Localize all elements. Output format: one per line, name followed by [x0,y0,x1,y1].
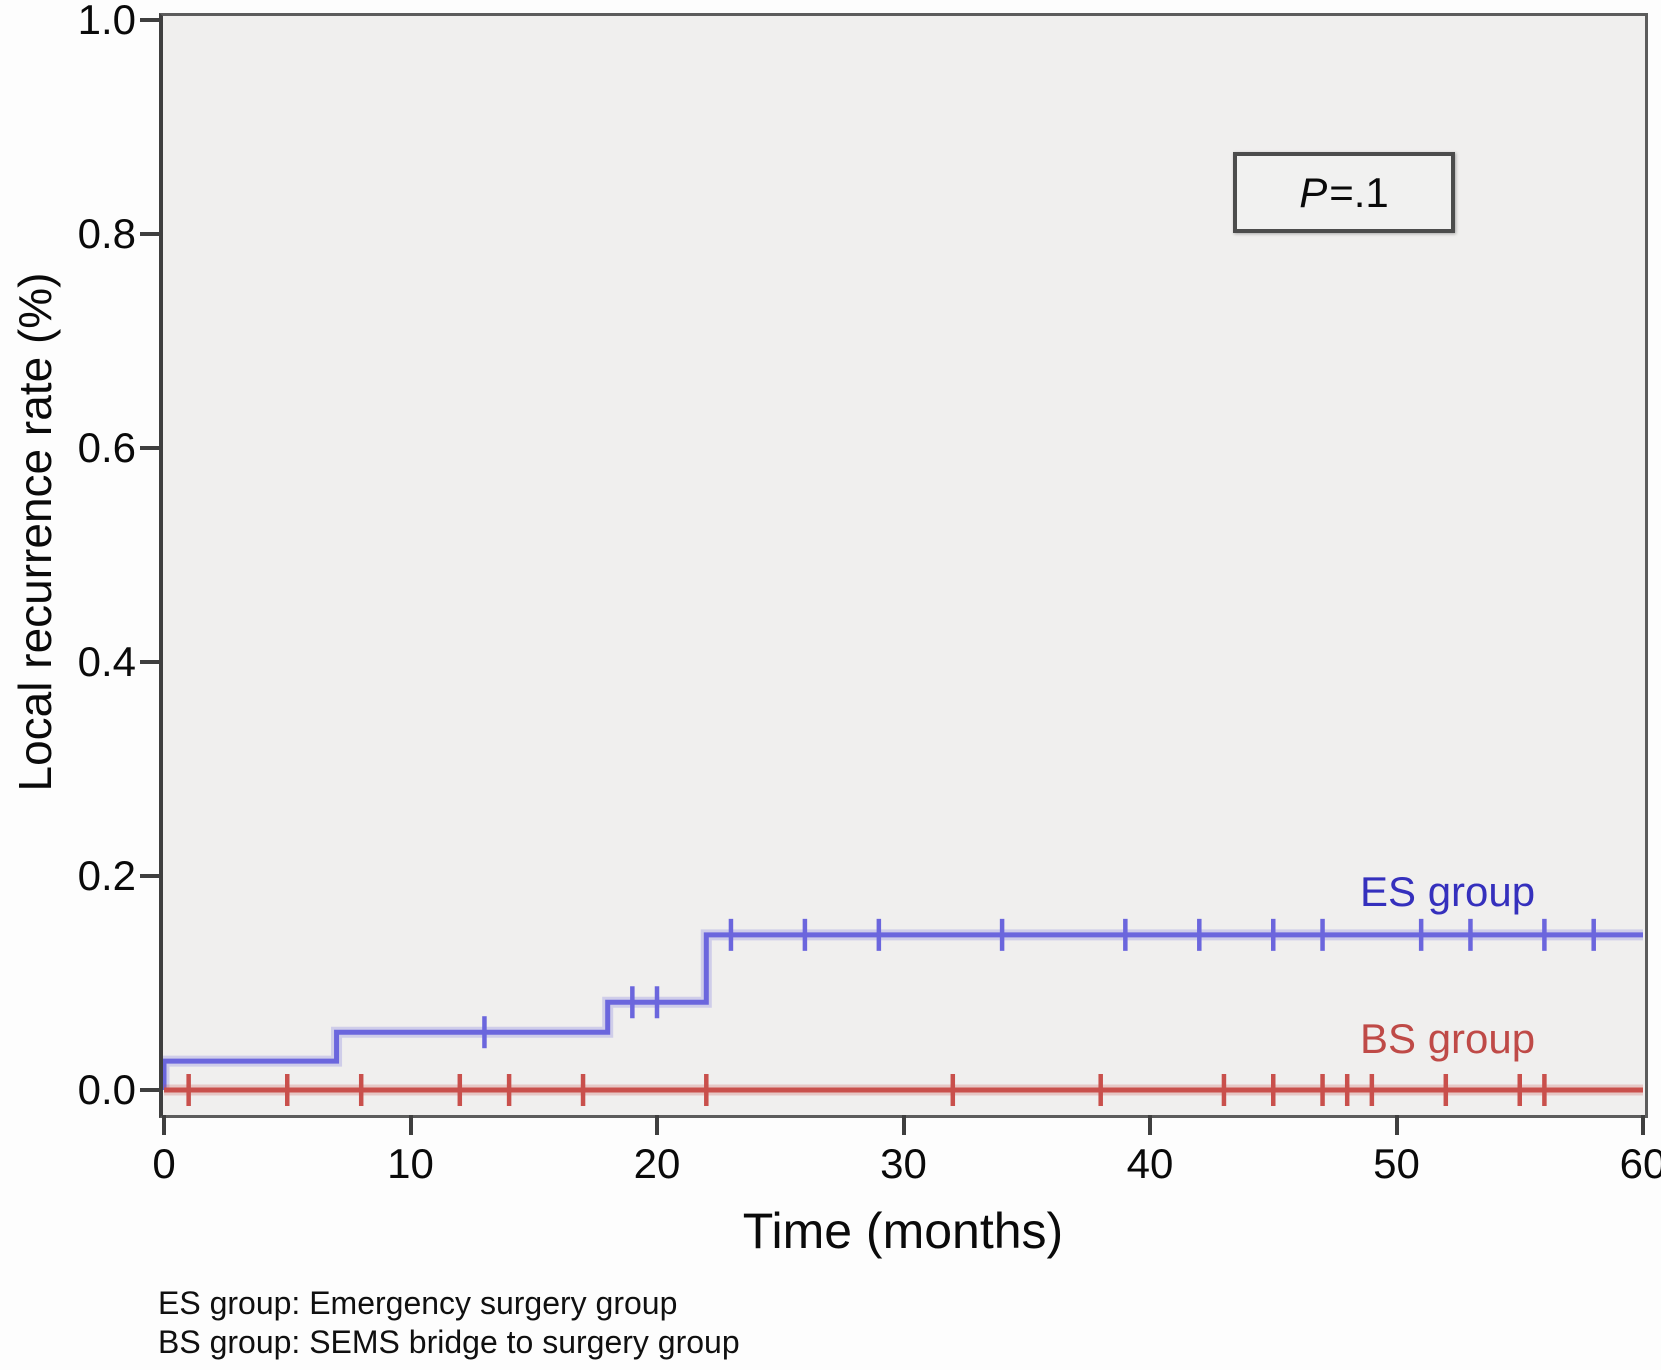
y-axis-tick [140,18,159,22]
footnotes: ES group: Emergency surgery group BS gro… [158,1284,740,1362]
x-axis-tick [1641,1115,1645,1135]
y-axis-title: Local recurrence rate (%) [9,272,61,792]
x-axis-tick [655,1115,659,1135]
y-tick-label: 0.6 [77,424,136,471]
y-axis-tick [140,446,159,450]
es-series-halo [162,929,1643,1090]
x-tick-label: 20 [633,1140,681,1187]
y-axis-tick [140,232,159,236]
y-tick-label: 0.8 [77,210,136,257]
x-tick-label: 40 [1126,1140,1174,1187]
x-axis-tick [162,1115,166,1135]
series-label-es: ES group [1360,868,1536,915]
x-axis-title: Time (months) [742,1203,1064,1259]
y-axis-tick [140,874,159,878]
series-label-bs: BS group [1360,1015,1536,1062]
x-axis-tick [901,1115,906,1135]
es-censor-marks [482,918,1596,1049]
y-tick-label: 0.4 [77,638,136,685]
y-axis-tick [140,1088,159,1092]
es-series-line [162,932,1643,1090]
p-value-symbol: P [1299,168,1328,216]
y-axis-tick [140,660,159,664]
y-tick-label: 0.2 [77,852,136,899]
x-tick-label: 10 [387,1140,434,1187]
y-tick-label: 1.0 [77,0,136,43]
footnote-bs: BS group: SEMS bridge to surgery group [158,1324,740,1360]
y-tick-label: 0.0 [77,1066,136,1113]
p-value-rest: =.1 [1329,168,1389,216]
x-tick-label: 0 [152,1140,176,1187]
x-axis-tick [408,1115,413,1135]
bs-censor-marks [186,1074,1547,1106]
x-tick-label: 30 [880,1140,927,1187]
x-axis-tick [1148,1115,1152,1135]
p-value-box: P =.1 [1233,152,1455,233]
x-tick-label: 60 [1619,1140,1661,1187]
chart-svg [162,918,1643,1106]
x-tick-label: 50 [1373,1140,1420,1187]
x-axis-tick [1394,1115,1399,1135]
footnote-es: ES group: Emergency surgery group [158,1285,678,1321]
